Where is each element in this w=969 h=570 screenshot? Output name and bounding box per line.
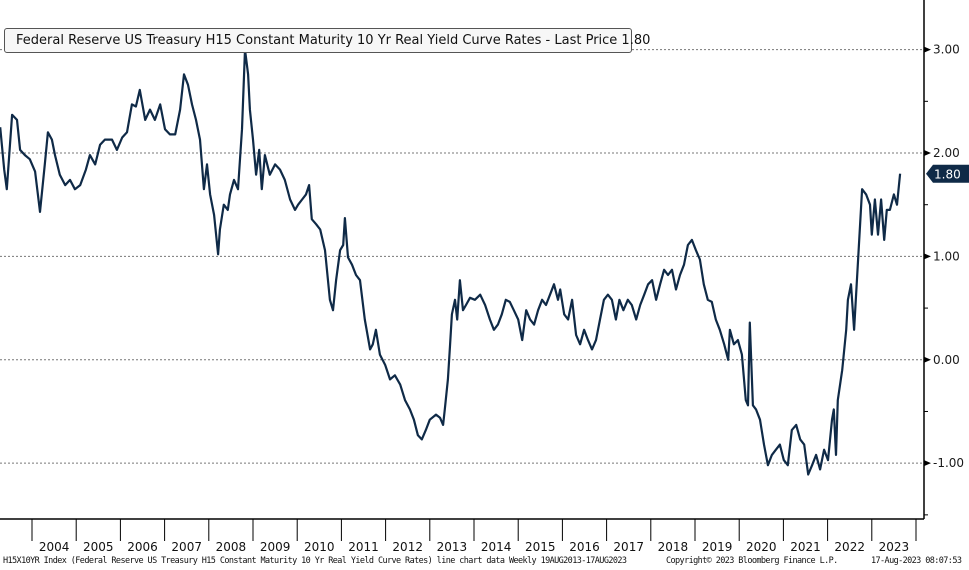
last-price-badge-shape [926, 164, 969, 183]
x-tick-label: 2023 [879, 540, 910, 554]
footer-timestamp: 17-Aug-2023 08:07:53 [871, 556, 962, 566]
footer-copyright: Copyright© 2023 Bloomberg Finance L.P. [666, 556, 838, 566]
x-tick-label: 2013 [437, 540, 468, 554]
y-tick-label: 0.00 [933, 353, 960, 367]
x-tick-label: 2021 [790, 540, 821, 554]
x-tick-label: 2019 [702, 540, 733, 554]
chart-legend: Federal Reserve US Treasury H15 Constant… [4, 28, 650, 53]
gridlines [0, 49, 924, 464]
y-tick-arrow-icon [924, 150, 931, 157]
footer-description: H15X10YR Index (Federal Reserve US Treas… [3, 556, 627, 566]
x-tick-label: 2009 [260, 540, 291, 554]
x-tick-label: 2022 [834, 540, 865, 554]
x-axis: 2004 2005 2006 2007 2008 2009 2010 2011 2012 2013… [0, 518, 924, 554]
y-tick-arrow-icon [924, 356, 931, 363]
last-price-badge-text: 1.80 [934, 168, 961, 182]
y-tick-arrow-icon [924, 460, 931, 467]
x-tick-label: 2004 [39, 540, 70, 554]
x-tick-label: 2020 [746, 540, 777, 554]
legend-label: Federal Reserve US Treasury H15 Constant… [16, 33, 651, 48]
y-tick-label: -1.00 [933, 456, 964, 470]
x-tick-label: 2010 [304, 540, 335, 554]
last-price-badge: 1.80 [926, 164, 969, 183]
y-tick-arrow-icon [924, 46, 931, 53]
y-tick-arrow-icon [924, 253, 931, 260]
x-tick-label: 2005 [83, 540, 114, 554]
x-tick-label: 2018 [658, 540, 689, 554]
x-tick-label: 2012 [392, 540, 423, 554]
y-tick-label: 3.00 [933, 43, 960, 57]
x-tick-label: 2014 [481, 540, 512, 554]
x-tick-label: 2011 [348, 540, 379, 554]
x-tick-label: 2006 [127, 540, 158, 554]
x-tick-label: 2008 [216, 540, 247, 554]
x-tick-label: 2016 [569, 540, 600, 554]
y-tick-label: 1.00 [933, 249, 960, 263]
y-tick-label: 2.00 [933, 146, 960, 160]
x-tick-label: 2007 [171, 540, 202, 554]
x-tick-label: 2017 [613, 540, 644, 554]
y-axis: 3.00 2.00 1.00 0.00 -1.00 [923, 0, 964, 519]
series-line [0, 48, 902, 476]
x-tick-label: 2015 [525, 540, 556, 554]
